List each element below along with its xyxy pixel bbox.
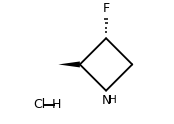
Text: F: F: [102, 2, 110, 15]
Text: H: H: [51, 98, 61, 111]
Text: N: N: [101, 94, 111, 107]
Polygon shape: [58, 62, 80, 67]
Text: H: H: [109, 95, 116, 105]
Text: Cl: Cl: [33, 98, 45, 111]
